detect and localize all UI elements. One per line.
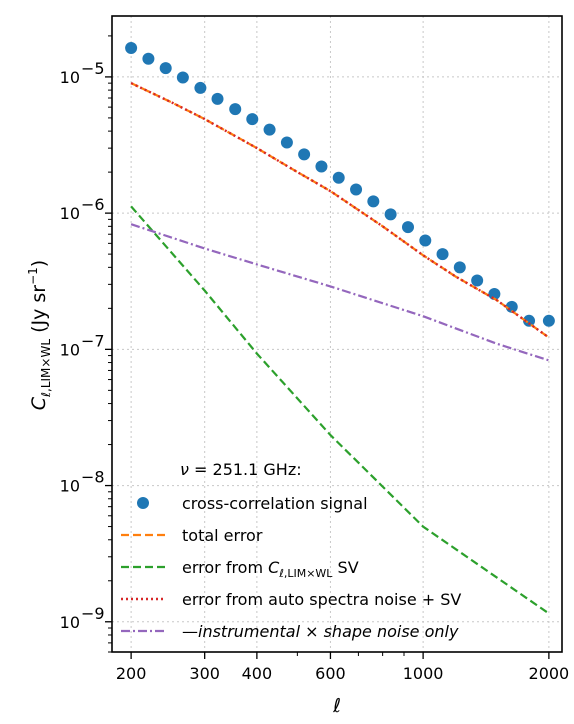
y-tick-label: 10 [60, 68, 80, 87]
legend-title-rest: = 251.1 GHz: [189, 460, 302, 479]
legend-title-nu: ν [180, 460, 189, 479]
y-tick-exponent: −5 [81, 59, 105, 78]
signal-point [263, 123, 276, 136]
y-tick-exponent: −8 [81, 468, 105, 487]
x-tick-label: 200 [116, 664, 147, 683]
x-tick-label: 600 [315, 664, 346, 683]
signal-point [280, 136, 293, 149]
signal-point [401, 221, 414, 234]
x-tick-label: 2000 [529, 664, 570, 683]
y-tick-label: 10 [60, 340, 80, 359]
signal-point [194, 81, 207, 94]
signal-point [436, 248, 449, 261]
signal-point [419, 234, 432, 247]
legend: ν = 251.1 GHz: cross-correlation signal … [121, 460, 461, 641]
series-line-2 [130, 205, 550, 615]
legend-label-inst: —instrumental × shape noise only [182, 622, 459, 641]
signal-point [159, 62, 172, 75]
y-axis-label-subscript: ℓ,LIM×WL [39, 339, 53, 398]
signal-point [176, 71, 189, 84]
signal-point [125, 42, 138, 55]
plot-frame [111, 15, 563, 653]
x-tick-label: 400 [242, 664, 273, 683]
series-layer [125, 42, 555, 615]
legend-label-sv: error from Cℓ,LIM×WL SV [182, 558, 359, 580]
legend-marker-signal [137, 497, 149, 509]
signal-point [367, 195, 380, 208]
signal-point [350, 183, 363, 196]
y-axis-label-main: C [28, 396, 50, 410]
y-tick-exponent: −6 [81, 195, 105, 214]
legend-label-auto: error from auto spectra noise + SV [182, 590, 461, 609]
signal-point [298, 148, 311, 161]
series-line-1 [130, 82, 550, 339]
legend-label-signal: cross-correlation signal [182, 494, 368, 513]
legend-label-total: total error [182, 526, 263, 545]
signal-point [246, 113, 259, 126]
grid-lines [112, 16, 562, 652]
y-tick-exponent: −9 [81, 604, 105, 623]
x-tick-label: 1000 [403, 664, 444, 683]
y-tick-label: 10 [60, 613, 80, 632]
y-tick-label: 10 [60, 204, 80, 223]
x-axis-label: ℓ [332, 695, 341, 717]
signal-point [542, 314, 555, 327]
y-axis-label-units-exp: −1 [26, 267, 40, 285]
y-axis-label-units: (Jy sr [28, 285, 50, 333]
series-line-3 [130, 82, 550, 339]
x-tick-label: 300 [189, 664, 220, 683]
legend-title: ν = 251.1 GHz: [180, 460, 302, 479]
signal-point [142, 52, 155, 65]
y-tick-exponent: −7 [81, 331, 105, 350]
signal-point [229, 103, 242, 116]
signal-point [488, 287, 501, 300]
signal-point [471, 274, 484, 287]
y-tick-label: 10 [60, 477, 80, 496]
signal-point [315, 160, 328, 173]
signal-point [384, 208, 397, 221]
signal-point [211, 92, 224, 105]
signal-point [523, 314, 536, 327]
y-axis-label: Cℓ,LIM×WL (Jy sr−1) [26, 260, 53, 410]
y-axis-label-units-close: ) [28, 260, 50, 267]
series-line-4 [130, 223, 550, 362]
signal-point [332, 171, 345, 184]
signal-point [453, 261, 466, 274]
